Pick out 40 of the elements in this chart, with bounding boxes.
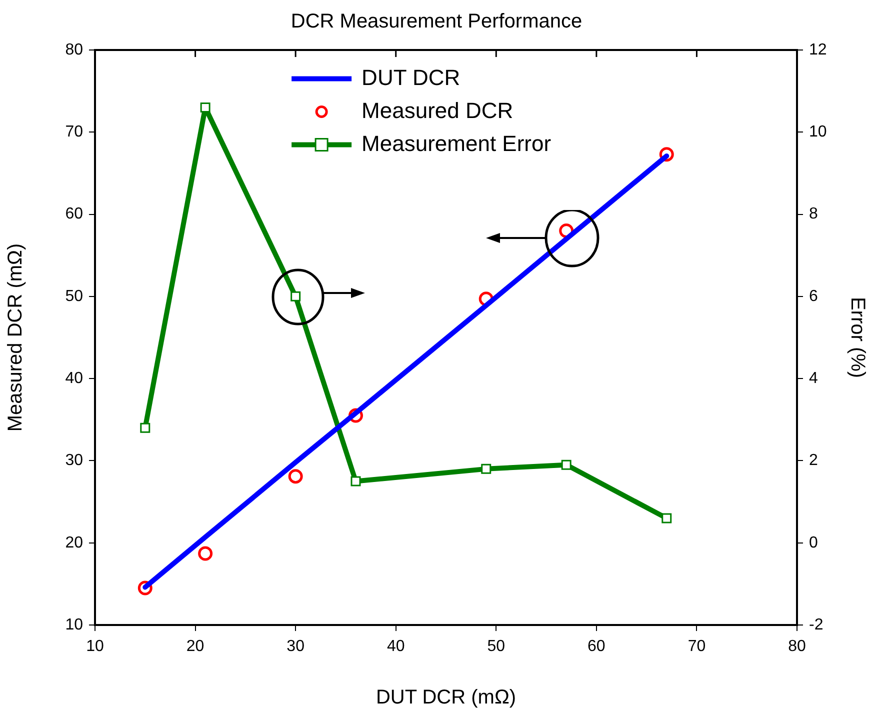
legend-label: DUT DCR	[362, 64, 460, 90]
y-tick-label: 40	[65, 370, 84, 387]
x-tick-label: 80	[788, 638, 806, 656]
y2-tick-label: 0	[809, 534, 818, 552]
point	[561, 460, 572, 470]
x-tick-label: 20	[186, 638, 204, 656]
y-tick-label: 20	[65, 534, 84, 552]
x-tick-label: 60	[588, 638, 606, 656]
point	[290, 291, 301, 302]
legend-label: Measurement Error	[362, 130, 552, 156]
point	[200, 102, 210, 112]
y-tick-label: 10	[65, 616, 84, 634]
point	[662, 513, 672, 524]
y2-axis-title: Error (%)	[846, 296, 868, 378]
x-tick-label: 10	[86, 638, 104, 656]
y-tick-label: 80	[65, 41, 84, 58]
chart-title: DCR Measurement Performance	[290, 10, 582, 33]
point	[198, 546, 213, 561]
point	[481, 464, 492, 474]
y2-tick-label: 4	[809, 370, 818, 387]
y-tick-label: 30	[65, 452, 84, 470]
x-tick-label: 50	[487, 638, 506, 656]
point	[140, 422, 150, 433]
point	[350, 476, 361, 486]
x-tick-label: 30	[286, 638, 305, 656]
y-tick-label: 50	[65, 288, 84, 305]
x-axis-title: DUT DCR (mΩ)	[376, 686, 516, 709]
y2-tick-label: 2	[809, 452, 818, 470]
y-axis-title: Measured DCR (mΩ)	[4, 243, 27, 432]
point	[288, 469, 303, 484]
y-tick-label: 60	[65, 206, 84, 223]
x-tick-label: 40	[386, 638, 405, 656]
y2-tick-label: 6	[809, 288, 818, 305]
y2-tick-label: 10	[809, 124, 827, 141]
y2-tick-label: -2	[809, 616, 824, 634]
y2-tick-label: 8	[809, 206, 818, 223]
y-tick-label: 70	[65, 124, 84, 141]
y2-tick-label: 12	[809, 41, 827, 58]
x-tick-label: 70	[688, 638, 706, 656]
legend-label: Measured DCR	[362, 98, 514, 123]
